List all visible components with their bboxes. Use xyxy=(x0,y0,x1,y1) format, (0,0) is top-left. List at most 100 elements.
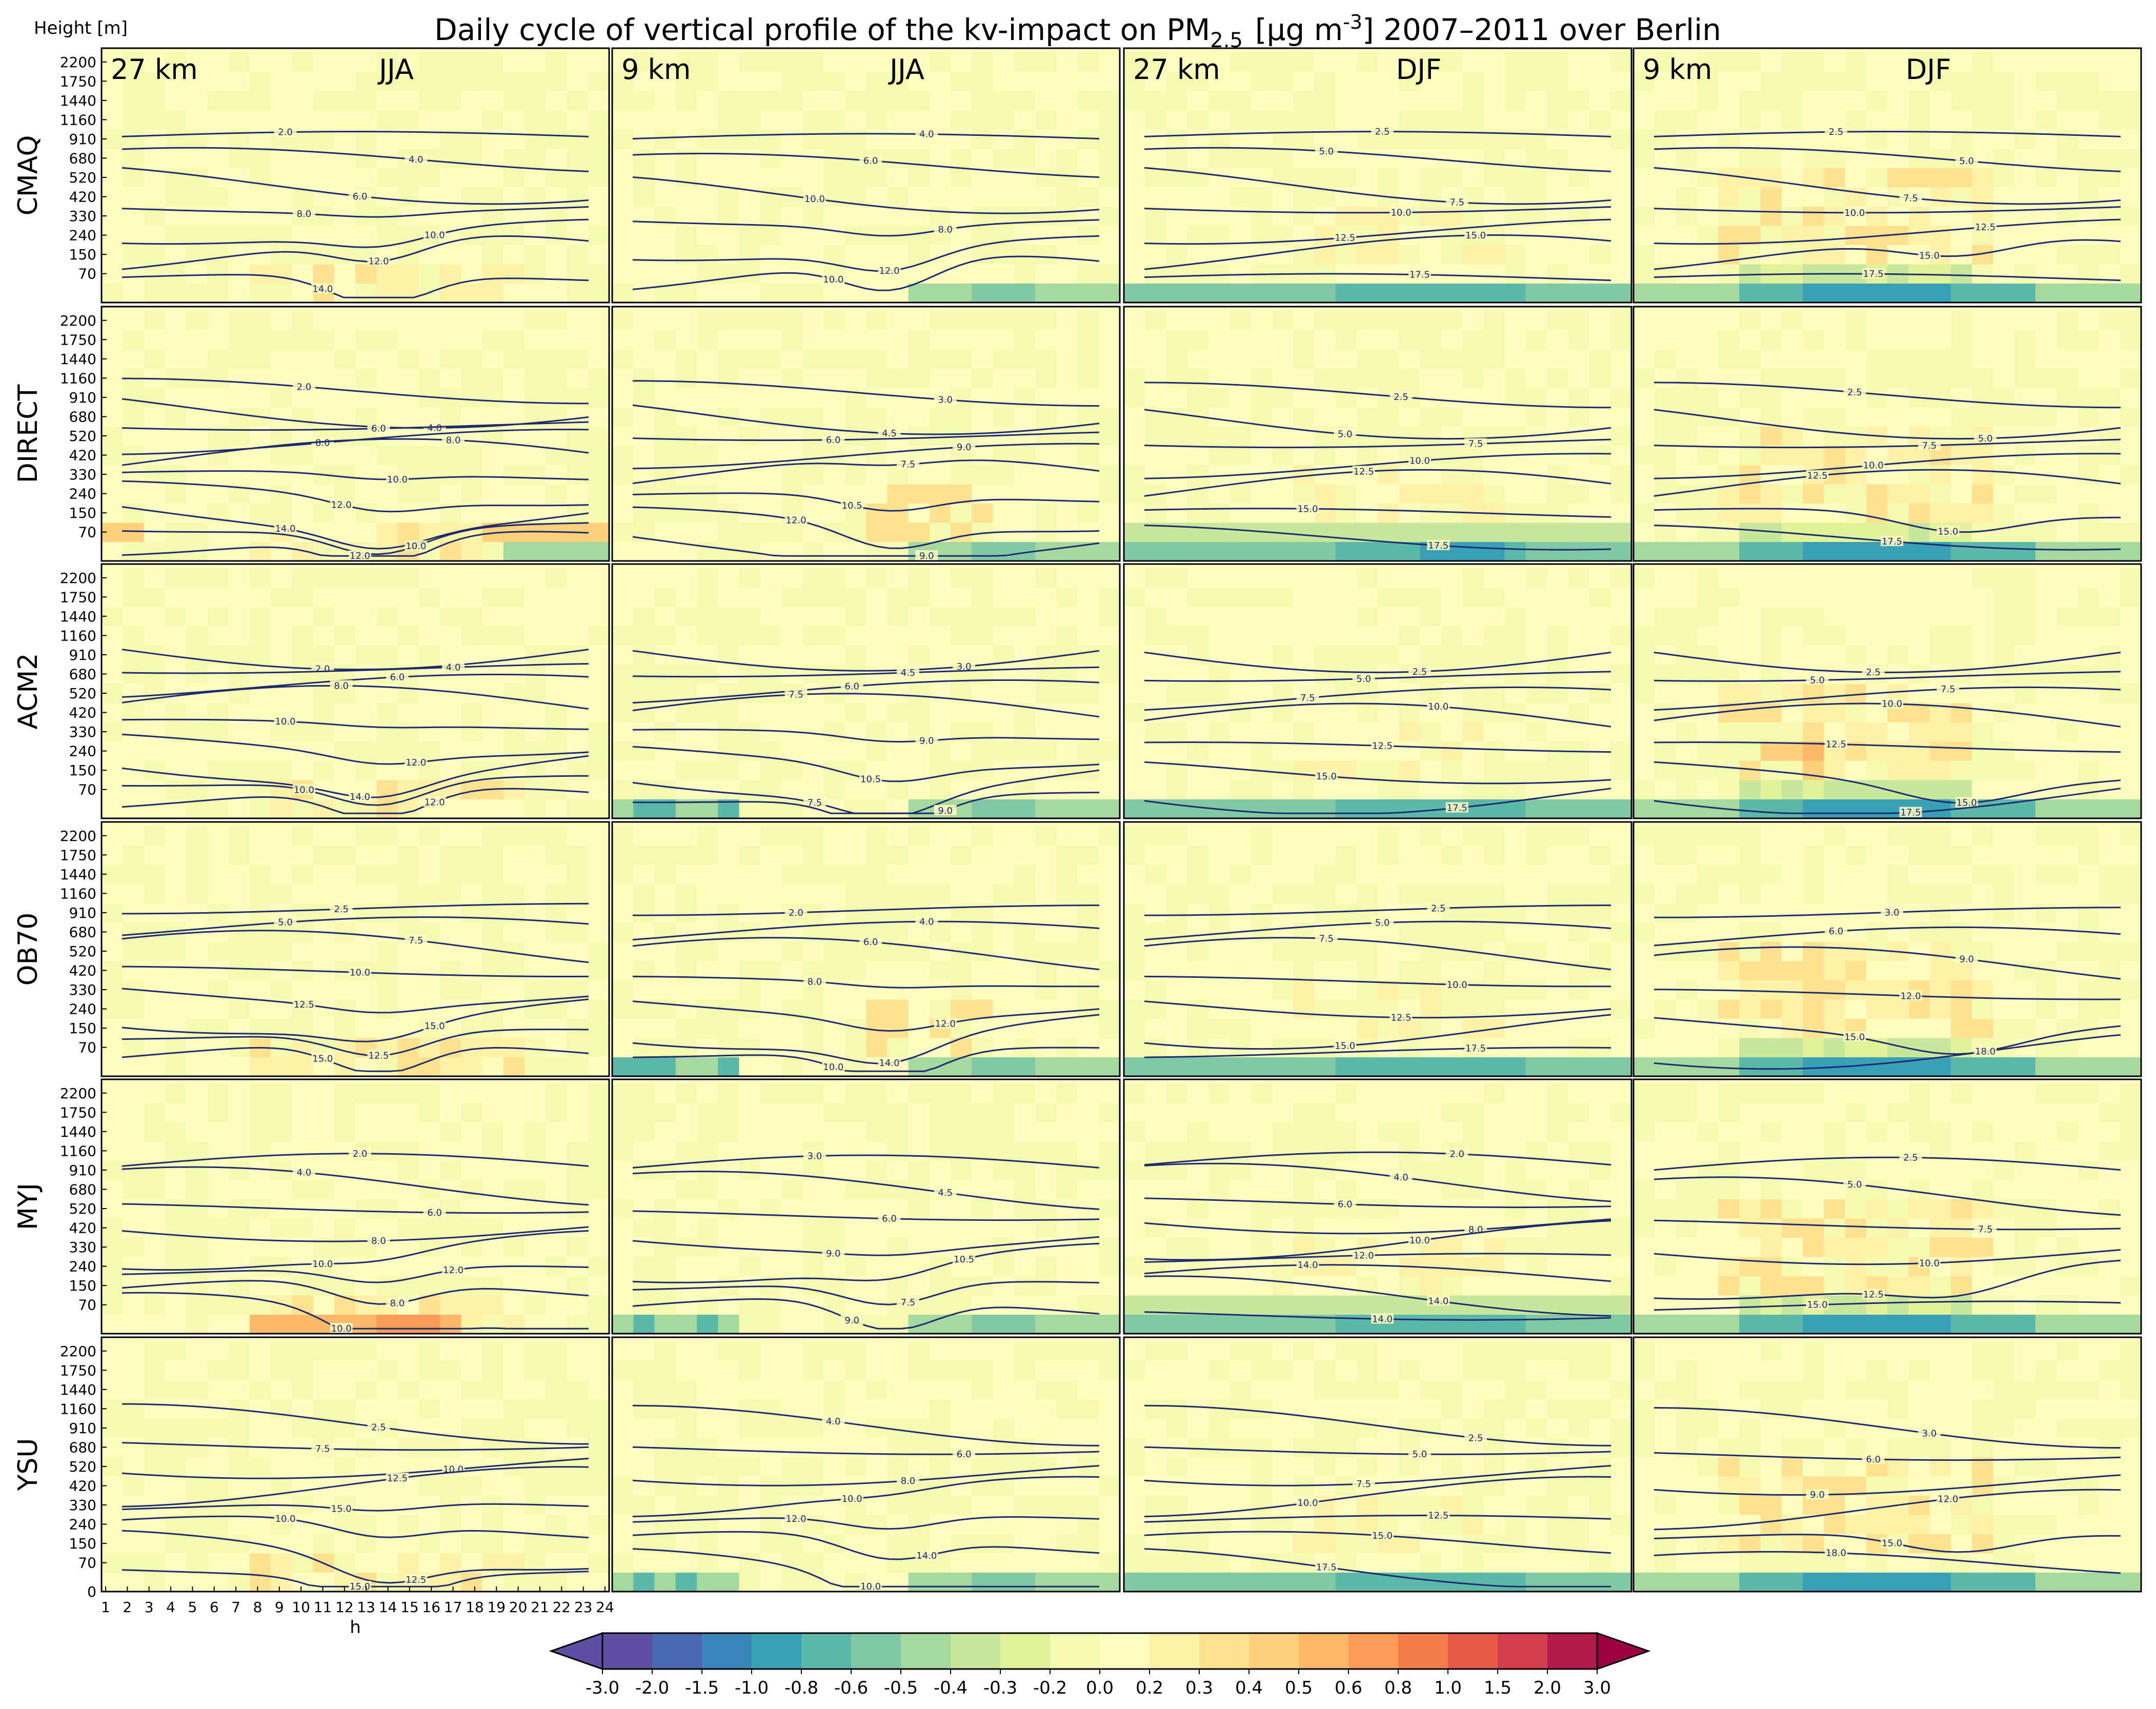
heatmap-cell xyxy=(1124,148,1145,168)
heatmap-cell xyxy=(440,168,461,188)
heatmap-cell xyxy=(1420,1037,1442,1057)
heatmap-cell xyxy=(186,568,208,588)
heatmap-cell xyxy=(612,980,634,1000)
heatmap-cell xyxy=(2120,664,2142,684)
heatmap-cell xyxy=(887,1037,909,1057)
heatmap-cell xyxy=(186,110,208,130)
heatmap-cell xyxy=(1420,960,1442,980)
heatmap-cell xyxy=(1824,683,1846,703)
y-tick-label: 70 xyxy=(78,524,96,541)
heatmap-cell xyxy=(1166,311,1188,331)
heatmap-cell xyxy=(887,903,909,923)
heatmap-cell xyxy=(654,264,676,284)
y-tick-label: 150 xyxy=(69,246,96,263)
heatmap-cell xyxy=(1272,206,1294,226)
heatmap-cell xyxy=(612,702,634,722)
heatmap-cell xyxy=(546,683,568,703)
heatmap-cell xyxy=(525,845,546,865)
heatmap-cell xyxy=(1525,999,1547,1019)
heatmap-cell xyxy=(1378,148,1399,168)
heatmap-cell xyxy=(271,206,292,226)
heatmap-cell xyxy=(1056,760,1078,780)
heatmap-cell xyxy=(525,330,546,350)
heatmap-cell xyxy=(397,330,419,350)
heatmap-cell xyxy=(546,129,568,149)
heatmap-cell xyxy=(1251,503,1273,523)
heatmap-cell xyxy=(1718,388,1740,408)
contour-label: 17.5 xyxy=(1900,808,1921,818)
heatmap-cell xyxy=(1950,664,1972,684)
heatmap-cell xyxy=(1547,71,1568,91)
heatmap-cell xyxy=(2014,503,2036,523)
heatmap-cell xyxy=(249,503,271,523)
heatmap-cell xyxy=(440,568,461,588)
heatmap-cell xyxy=(1589,71,1611,91)
heatmap-cell xyxy=(1993,407,2015,427)
panel-frame xyxy=(1123,47,1633,304)
heatmap-cell xyxy=(1098,388,1120,408)
heatmap-cell xyxy=(1399,311,1421,331)
heatmap-cell xyxy=(2078,368,2100,388)
heatmap-cell xyxy=(355,71,377,91)
heatmap-cell xyxy=(1251,568,1273,588)
heatmap-cell xyxy=(1547,311,1568,331)
heatmap-cell xyxy=(1378,587,1399,607)
heatmap-cell xyxy=(1845,683,1867,703)
heatmap-cell xyxy=(144,541,166,561)
contour-label: 12.5 xyxy=(1826,739,1846,750)
heatmap-cell xyxy=(1166,980,1188,1000)
heatmap-cell xyxy=(1166,484,1188,504)
heatmap-cell xyxy=(908,587,930,607)
heatmap-cell xyxy=(1634,110,1655,130)
heatmap-cell xyxy=(844,91,867,111)
heatmap-cell xyxy=(1589,541,1611,561)
heatmap-cell xyxy=(1208,980,1230,1000)
heatmap-cell xyxy=(1098,845,1120,865)
heatmap-cell xyxy=(123,407,145,427)
heatmap-cell xyxy=(1718,349,1740,369)
heatmap-cell xyxy=(1483,683,1505,703)
heatmap-cell xyxy=(461,91,483,111)
heatmap-cell xyxy=(2035,311,2057,331)
heatmap-cell xyxy=(207,845,229,865)
heatmap-cell xyxy=(123,1057,145,1077)
heatmap-cell xyxy=(1483,91,1505,111)
heatmap-cell xyxy=(1441,349,1463,369)
heatmap-cell xyxy=(1077,52,1099,72)
heatmap-cell xyxy=(228,206,250,226)
heatmap-cell xyxy=(654,129,676,149)
y-tick-label: 330 xyxy=(69,981,96,998)
heatmap-cell xyxy=(1824,283,1846,303)
heatmap-cell xyxy=(1293,980,1315,1000)
heatmap-cell xyxy=(334,826,356,846)
heatmap-cell xyxy=(292,110,314,130)
heatmap-cell xyxy=(1824,568,1846,588)
heatmap-cell xyxy=(951,148,972,168)
heatmap-cell xyxy=(1610,664,1632,684)
heatmap-cell xyxy=(525,484,546,504)
heatmap-cell xyxy=(249,264,271,284)
heatmap-cell xyxy=(567,283,589,303)
heatmap-cell xyxy=(718,206,740,226)
heatmap-cell xyxy=(866,702,888,722)
heatmap-cell xyxy=(929,683,951,703)
heatmap-cell xyxy=(123,799,145,819)
heatmap-cell xyxy=(739,941,761,961)
heatmap-cell xyxy=(993,883,1015,903)
heatmap-cell xyxy=(2014,71,2036,91)
heatmap-cell xyxy=(1525,960,1547,980)
heatmap-cell xyxy=(1230,1037,1252,1057)
heatmap-cell xyxy=(1504,349,1526,369)
heatmap-cell xyxy=(1230,799,1252,819)
panel-ob70-2: 2.55.07.510.012.515.0 17.5 xyxy=(1123,821,1633,1077)
heatmap-cell xyxy=(334,91,356,111)
heatmap-cell xyxy=(1272,71,1294,91)
heatmap-cell xyxy=(376,91,398,111)
heatmap-cell xyxy=(2099,368,2121,388)
heatmap-cell xyxy=(1697,168,1719,188)
heatmap-cell xyxy=(1077,283,1099,303)
heatmap-cell xyxy=(908,1037,930,1057)
heatmap-cell xyxy=(418,587,440,607)
heatmap-cell xyxy=(588,484,610,504)
heatmap-cell xyxy=(929,779,951,799)
